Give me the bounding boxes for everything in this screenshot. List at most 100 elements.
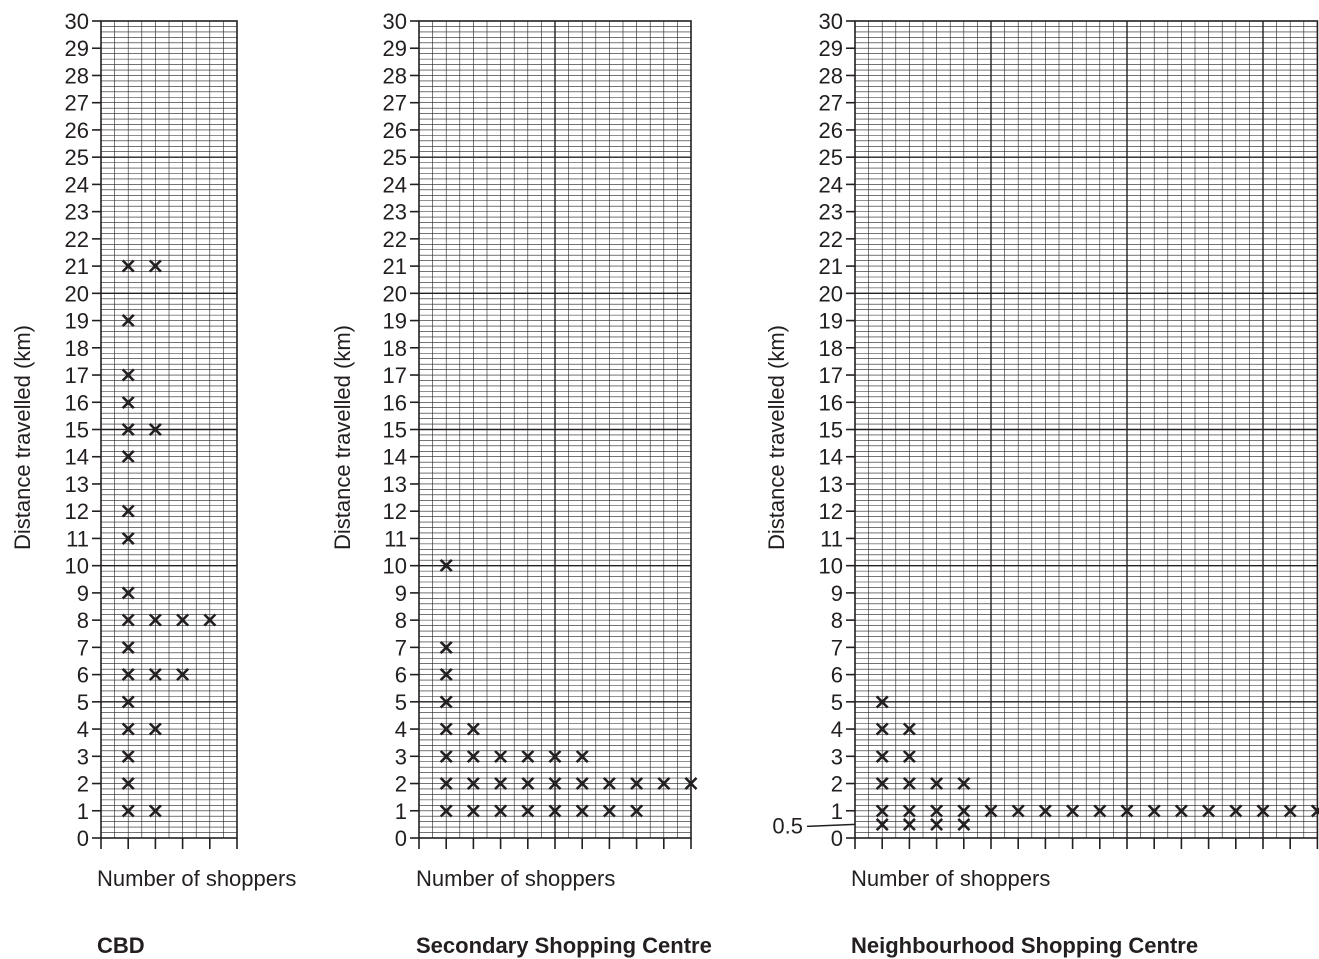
y-tick-label: 27 bbox=[383, 91, 407, 116]
y-tick-label: 4 bbox=[831, 717, 843, 742]
y-tick-label: 12 bbox=[383, 499, 407, 524]
y-tick-label: 19 bbox=[819, 309, 843, 334]
data-point: × bbox=[437, 635, 455, 660]
data-point: × bbox=[437, 744, 455, 769]
y-tick-label: 23 bbox=[65, 200, 89, 225]
data-point: × bbox=[146, 418, 164, 443]
data-point: × bbox=[873, 744, 891, 769]
data-point: × bbox=[600, 772, 618, 797]
y-tick-label: 20 bbox=[819, 281, 843, 306]
y-tick-label: 25 bbox=[65, 145, 89, 170]
data-point: × bbox=[437, 717, 455, 742]
data-point: × bbox=[546, 744, 564, 769]
major-grid bbox=[419, 21, 691, 838]
data-point: × bbox=[546, 772, 564, 797]
y-tick-label: 27 bbox=[819, 91, 843, 116]
data-point: × bbox=[873, 799, 891, 824]
y-tick-label: 6 bbox=[77, 663, 89, 688]
data-point: × bbox=[873, 772, 891, 797]
data-point: × bbox=[119, 418, 137, 443]
data-point: × bbox=[627, 772, 645, 797]
data-point: × bbox=[1199, 799, 1217, 824]
data-point: × bbox=[437, 690, 455, 715]
y-tick-label: 16 bbox=[383, 390, 407, 415]
y-tick-label: 3 bbox=[395, 744, 407, 769]
data-point: × bbox=[1281, 799, 1299, 824]
y-tick-label: 4 bbox=[77, 717, 89, 742]
y-tick-label: 14 bbox=[819, 445, 843, 470]
y-tick-label: 25 bbox=[383, 145, 407, 170]
y-tick-label: 6 bbox=[831, 663, 843, 688]
data-point: × bbox=[1254, 799, 1272, 824]
data-point: × bbox=[1036, 799, 1054, 824]
y-tick-label: 14 bbox=[65, 445, 89, 470]
y-tick-label: 28 bbox=[65, 63, 89, 88]
y-tick-label: 20 bbox=[65, 281, 89, 306]
data-point: × bbox=[119, 690, 137, 715]
y-tick-label: 11 bbox=[384, 526, 407, 551]
data-point: × bbox=[519, 799, 537, 824]
data-point: × bbox=[119, 663, 137, 688]
y-tick-label: 11 bbox=[66, 526, 89, 551]
y-tick-label: 13 bbox=[65, 472, 89, 497]
data-point: × bbox=[955, 799, 973, 824]
y-tick-label: 3 bbox=[831, 744, 843, 769]
data-point: × bbox=[491, 799, 509, 824]
y-tick-label: 28 bbox=[383, 63, 407, 88]
y-tick-label: 1 bbox=[395, 799, 407, 824]
data-point: × bbox=[573, 744, 591, 769]
data-point: × bbox=[146, 663, 164, 688]
data-point: × bbox=[119, 309, 137, 334]
y-tick-label: 21 bbox=[819, 254, 843, 279]
data-point: × bbox=[627, 799, 645, 824]
y-tick-label: 26 bbox=[65, 118, 89, 143]
data-point: × bbox=[119, 581, 137, 606]
data-point: × bbox=[1063, 799, 1081, 824]
data-point: × bbox=[900, 772, 918, 797]
data-point: × bbox=[900, 799, 918, 824]
y-tick-label: 22 bbox=[819, 227, 843, 252]
data-point: × bbox=[119, 254, 137, 279]
data-point: × bbox=[146, 608, 164, 633]
y-tick-label: 0 bbox=[77, 826, 89, 851]
y-tick-label: 1 bbox=[77, 799, 89, 824]
data-point: × bbox=[600, 799, 618, 824]
y-tick-label: 30 bbox=[383, 9, 407, 34]
data-point: × bbox=[655, 772, 673, 797]
cbd-panel: 0123456789101112131415161718192021222324… bbox=[10, 9, 296, 958]
data-point: × bbox=[173, 663, 191, 688]
y-tick-label: 29 bbox=[819, 36, 843, 61]
data-point: × bbox=[682, 772, 700, 797]
y-tick-label: 15 bbox=[819, 418, 843, 443]
y-tick-label: 8 bbox=[831, 608, 843, 633]
y-tick-label: 26 bbox=[383, 118, 407, 143]
data-point: × bbox=[201, 608, 219, 633]
data-point: × bbox=[955, 812, 973, 837]
y-tick-label: 12 bbox=[65, 499, 89, 524]
y-tick-label: 9 bbox=[831, 581, 843, 606]
data-point: × bbox=[900, 744, 918, 769]
data-point: × bbox=[437, 554, 455, 579]
data-point: × bbox=[927, 799, 945, 824]
chart-title: Secondary Shopping Centre bbox=[416, 933, 712, 958]
y-tick-label: 7 bbox=[77, 635, 89, 660]
data-point: × bbox=[1308, 799, 1319, 824]
y-tick-label: 5 bbox=[77, 690, 89, 715]
y-tick-label: 18 bbox=[819, 336, 843, 361]
y-tick-label: 26 bbox=[819, 118, 843, 143]
y-tick-label: 13 bbox=[383, 472, 407, 497]
y-tick-label: 22 bbox=[383, 227, 407, 252]
y-tick-label: 11 bbox=[820, 526, 843, 551]
data-point: × bbox=[437, 663, 455, 688]
data-point: × bbox=[573, 799, 591, 824]
y-tick-label: 10 bbox=[65, 554, 89, 579]
data-point: × bbox=[464, 799, 482, 824]
y-tick-label: 17 bbox=[65, 363, 89, 388]
major-grid bbox=[855, 21, 1318, 838]
data-point: × bbox=[873, 690, 891, 715]
y-tick bbox=[806, 823, 856, 828]
data-point: × bbox=[119, 635, 137, 660]
y-tick-label: 0 bbox=[395, 826, 407, 851]
y-tick-label: 2 bbox=[77, 772, 89, 797]
